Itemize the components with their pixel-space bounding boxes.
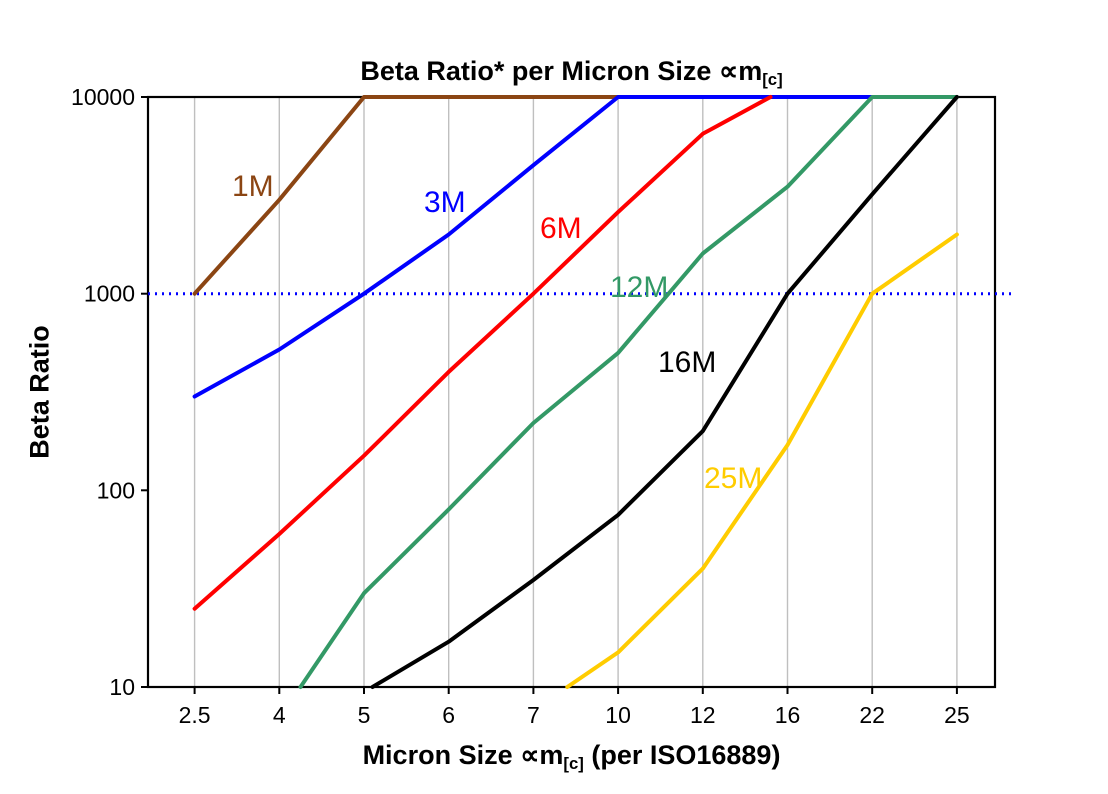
series-line-6M: [192, 95, 773, 611]
series-label-6M: 6M: [540, 212, 582, 245]
x-tick-label: 12: [690, 702, 716, 728]
x-tick-label: 7: [527, 702, 540, 728]
series-line-3M: [192, 95, 875, 399]
x-tick-label: 10: [605, 702, 631, 728]
x-tick-label: 16: [775, 702, 801, 728]
x-axis-title: Micron Size ∝m[c] (per ISO16889): [148, 740, 995, 774]
chart-title-subscript: [c]: [762, 70, 783, 90]
series-label-25M: 25M: [704, 462, 762, 495]
x-tick-label: 22: [859, 702, 885, 728]
series-line-1M: [192, 95, 621, 296]
chart-title-text: Beta Ratio* per Micron Size ∝m: [360, 56, 763, 86]
x-tick-label: 4: [273, 702, 286, 728]
series-line-16M: [370, 95, 959, 689]
x-tick-label: 5: [358, 702, 371, 728]
series-label-12M: 12M: [610, 271, 668, 304]
series-label-16M: 16M: [658, 346, 716, 379]
series-label-3M: 3M: [424, 186, 466, 219]
x-axis-title-suffix: (per ISO16889): [583, 740, 781, 770]
series-line-12M: [298, 95, 959, 689]
y-tick-label: 1000: [84, 281, 135, 307]
x-axis-title-text: Micron Size ∝m: [362, 740, 564, 770]
x-axis-title-subscript: [c]: [563, 754, 584, 774]
series-label-1M: 1M: [232, 170, 274, 203]
y-tick-label: 100: [97, 477, 135, 503]
x-tick-label: 6: [442, 702, 455, 728]
x-tick-label: 25: [944, 702, 970, 728]
y-tick-label: 10: [109, 674, 135, 700]
y-tick-label: 10000: [71, 84, 135, 110]
x-tick-label: 2.5: [179, 702, 211, 728]
chart-title: Beta Ratio* per Micron Size ∝m[c]: [148, 56, 995, 90]
series-line-25M: [565, 232, 959, 689]
